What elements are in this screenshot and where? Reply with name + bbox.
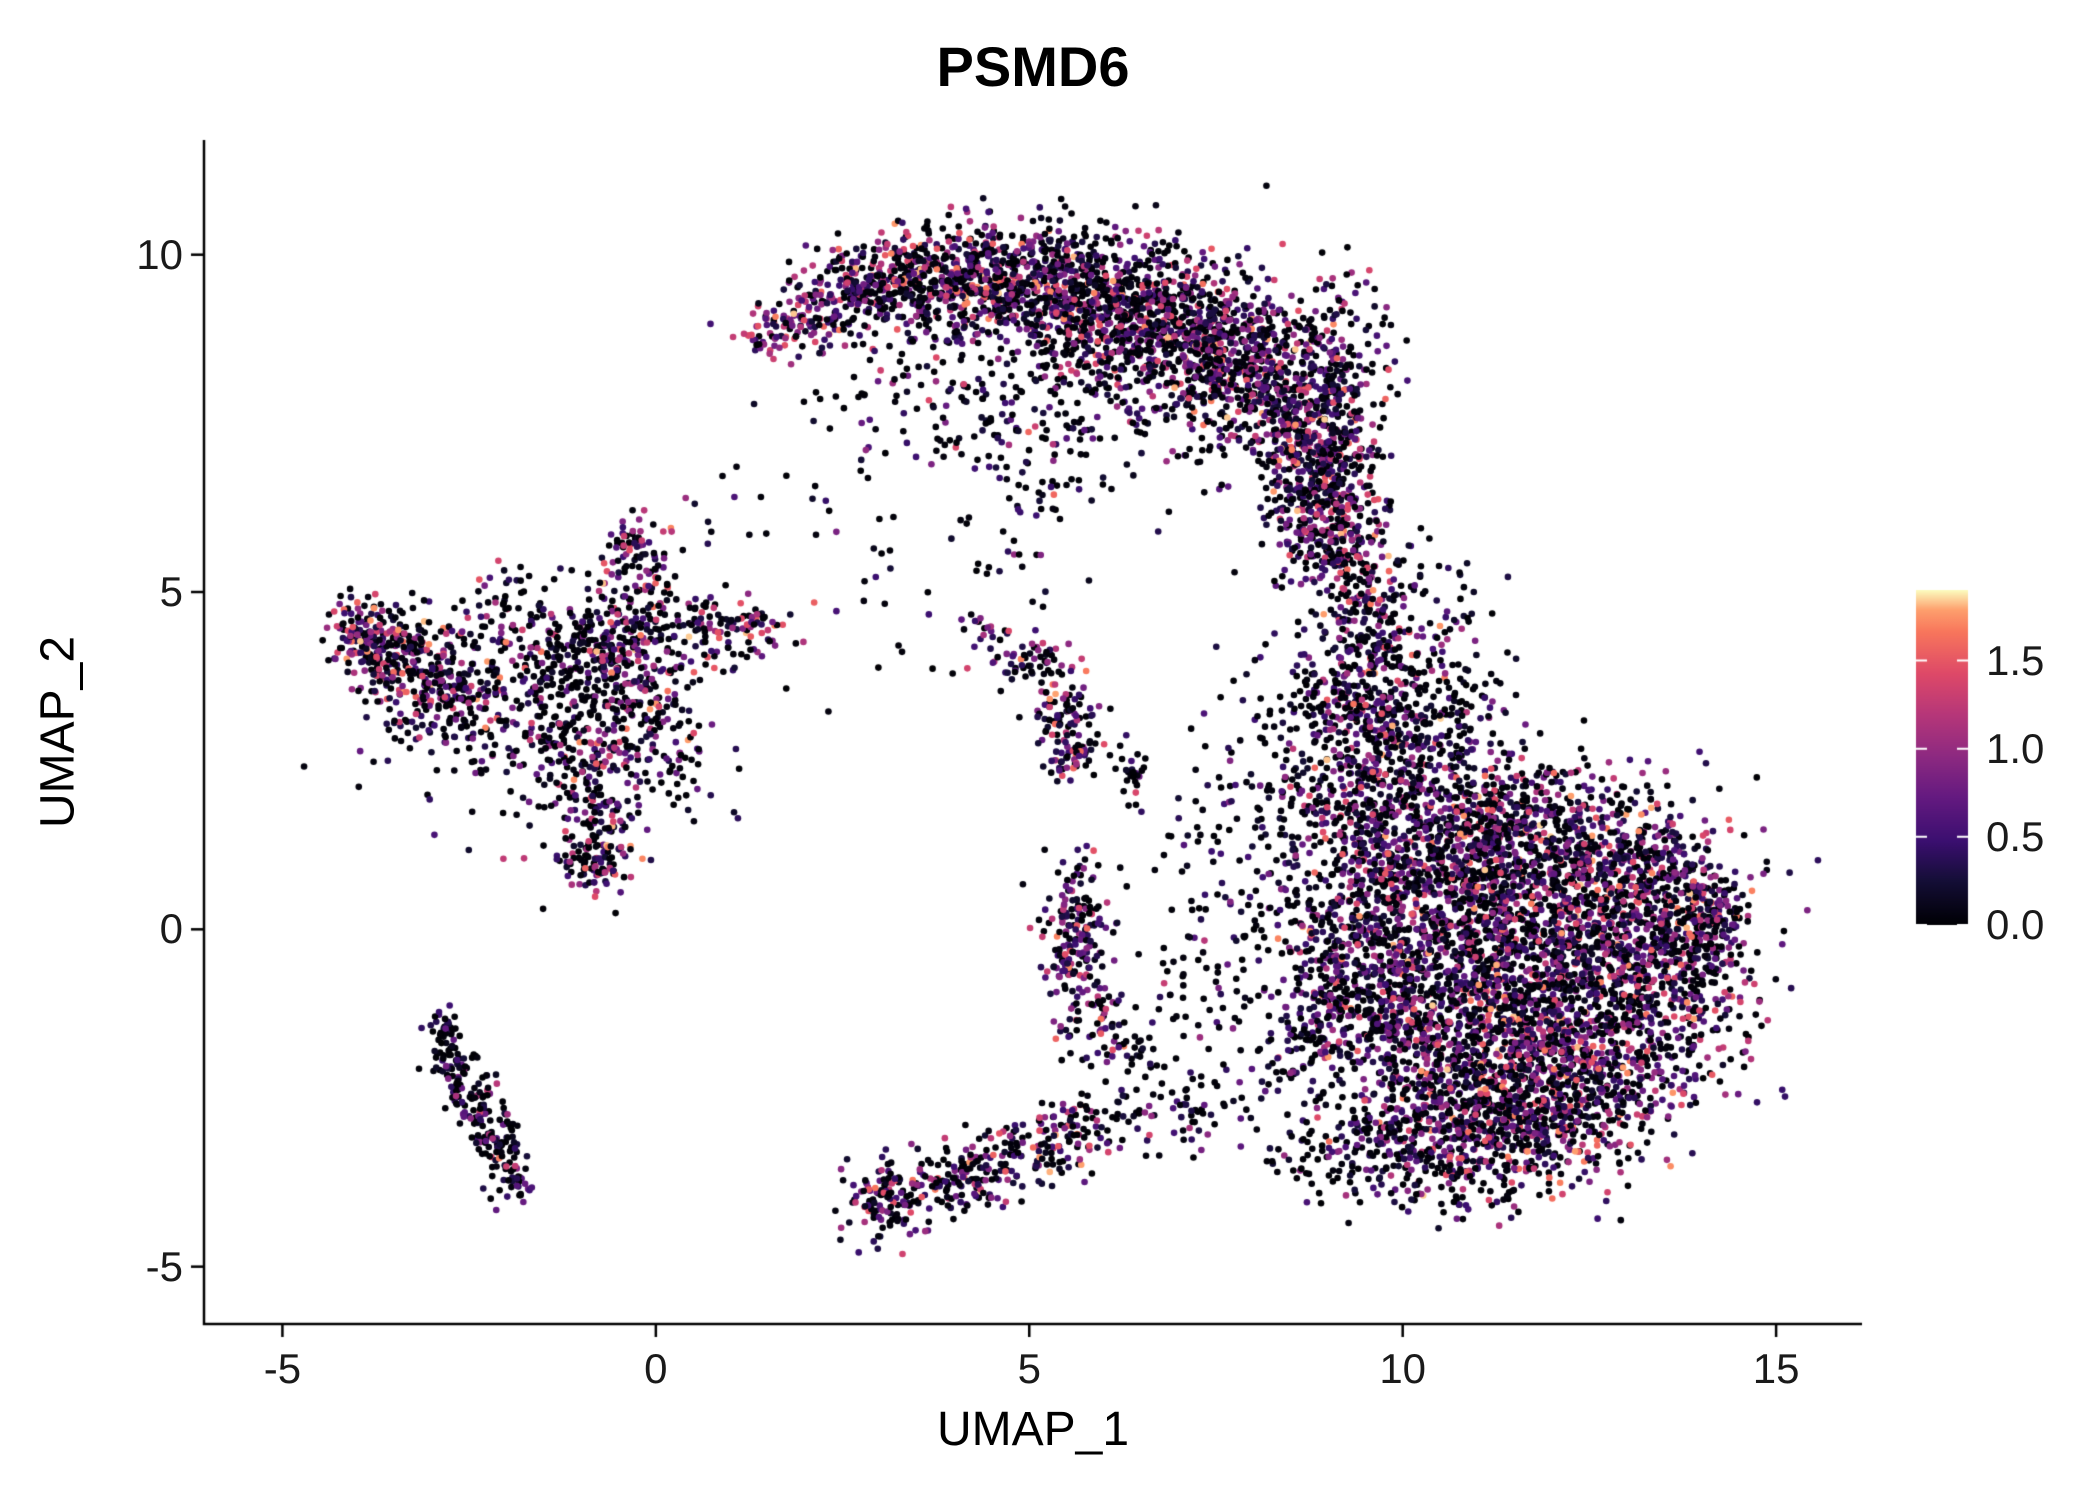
colorbar-tick-label: 1.0 <box>1986 724 2045 772</box>
y-tick-label: -5 <box>145 1242 183 1290</box>
x-tick-label: 15 <box>1752 1345 1800 1392</box>
colorbar-tick-label: 1.5 <box>1986 636 2045 684</box>
y-tick-label: 5 <box>159 568 183 615</box>
x-tick-label: 10 <box>1379 1345 1427 1392</box>
colorbar-tick-label: 0.5 <box>1986 812 2045 860</box>
colorbar-tick-label: 0.0 <box>1986 901 2045 948</box>
x-tick-label: -5 <box>263 1345 302 1392</box>
y-tick-label: 0 <box>159 905 183 953</box>
x-tick-label: 5 <box>1017 1345 1041 1392</box>
x-axis-label: UMAP_1 <box>936 1403 1130 1456</box>
x-tick-label: 0 <box>644 1345 668 1392</box>
y-tick-label: 10 <box>136 230 183 278</box>
y-axis-label: UMAP_2 <box>31 635 85 829</box>
plot-title: PSMD6 <box>936 35 1130 98</box>
